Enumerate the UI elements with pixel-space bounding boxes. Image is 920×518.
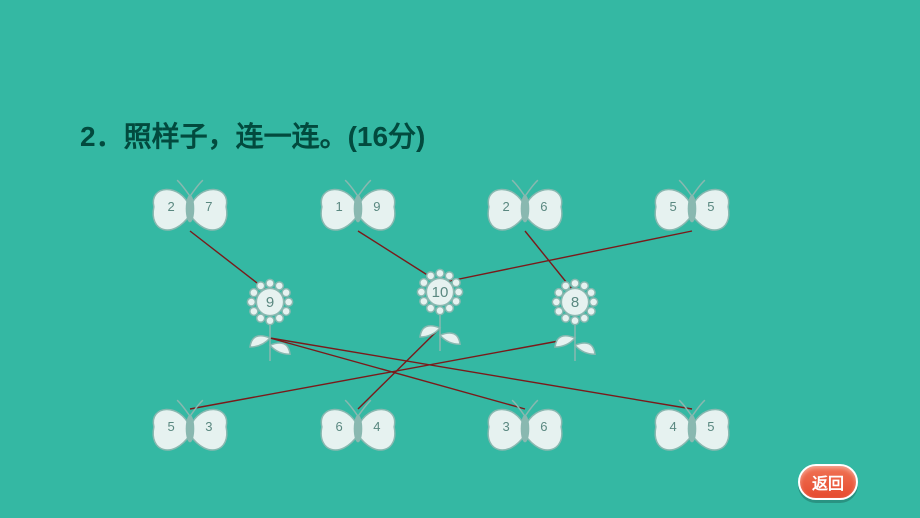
return-button-label: 返回 [812,476,844,493]
svg-text:1: 1 [335,199,342,214]
svg-text:2: 2 [167,199,174,214]
svg-text:3: 3 [502,419,509,434]
flower-f0: 9 [239,275,301,365]
svg-text:6: 6 [540,199,547,214]
butterfly-bt3: 5 5 [649,179,735,241]
svg-text:4: 4 [373,419,380,434]
flower-f1: 10 [409,265,471,355]
svg-text:5: 5 [707,199,714,214]
flower-f2: 8 [544,275,606,365]
svg-text:5: 5 [707,419,714,434]
svg-text:8: 8 [571,294,579,311]
svg-text:3: 3 [205,419,212,434]
svg-text:6: 6 [540,419,547,434]
butterfly-bt1: 1 9 [315,179,401,241]
svg-text:9: 9 [266,294,274,311]
butterfly-bb1: 6 4 [315,399,401,461]
svg-text:9: 9 [373,199,380,214]
svg-text:5: 5 [669,199,676,214]
svg-text:4: 4 [669,419,676,434]
connection-lines [0,0,920,518]
svg-text:2: 2 [502,199,509,214]
butterfly-bb2: 3 6 [482,399,568,461]
butterfly-bt0: 2 7 [147,179,233,241]
butterfly-bb3: 4 5 [649,399,735,461]
question-title: 2．照样子，连一连。(16分) [80,115,425,155]
svg-text:6: 6 [335,419,342,434]
butterfly-bb0: 5 3 [147,399,233,461]
svg-text:10: 10 [432,284,449,301]
svg-text:5: 5 [167,419,174,434]
svg-text:7: 7 [205,199,212,214]
butterfly-bt2: 2 6 [482,179,568,241]
return-button[interactable]: 返回 [798,464,858,500]
